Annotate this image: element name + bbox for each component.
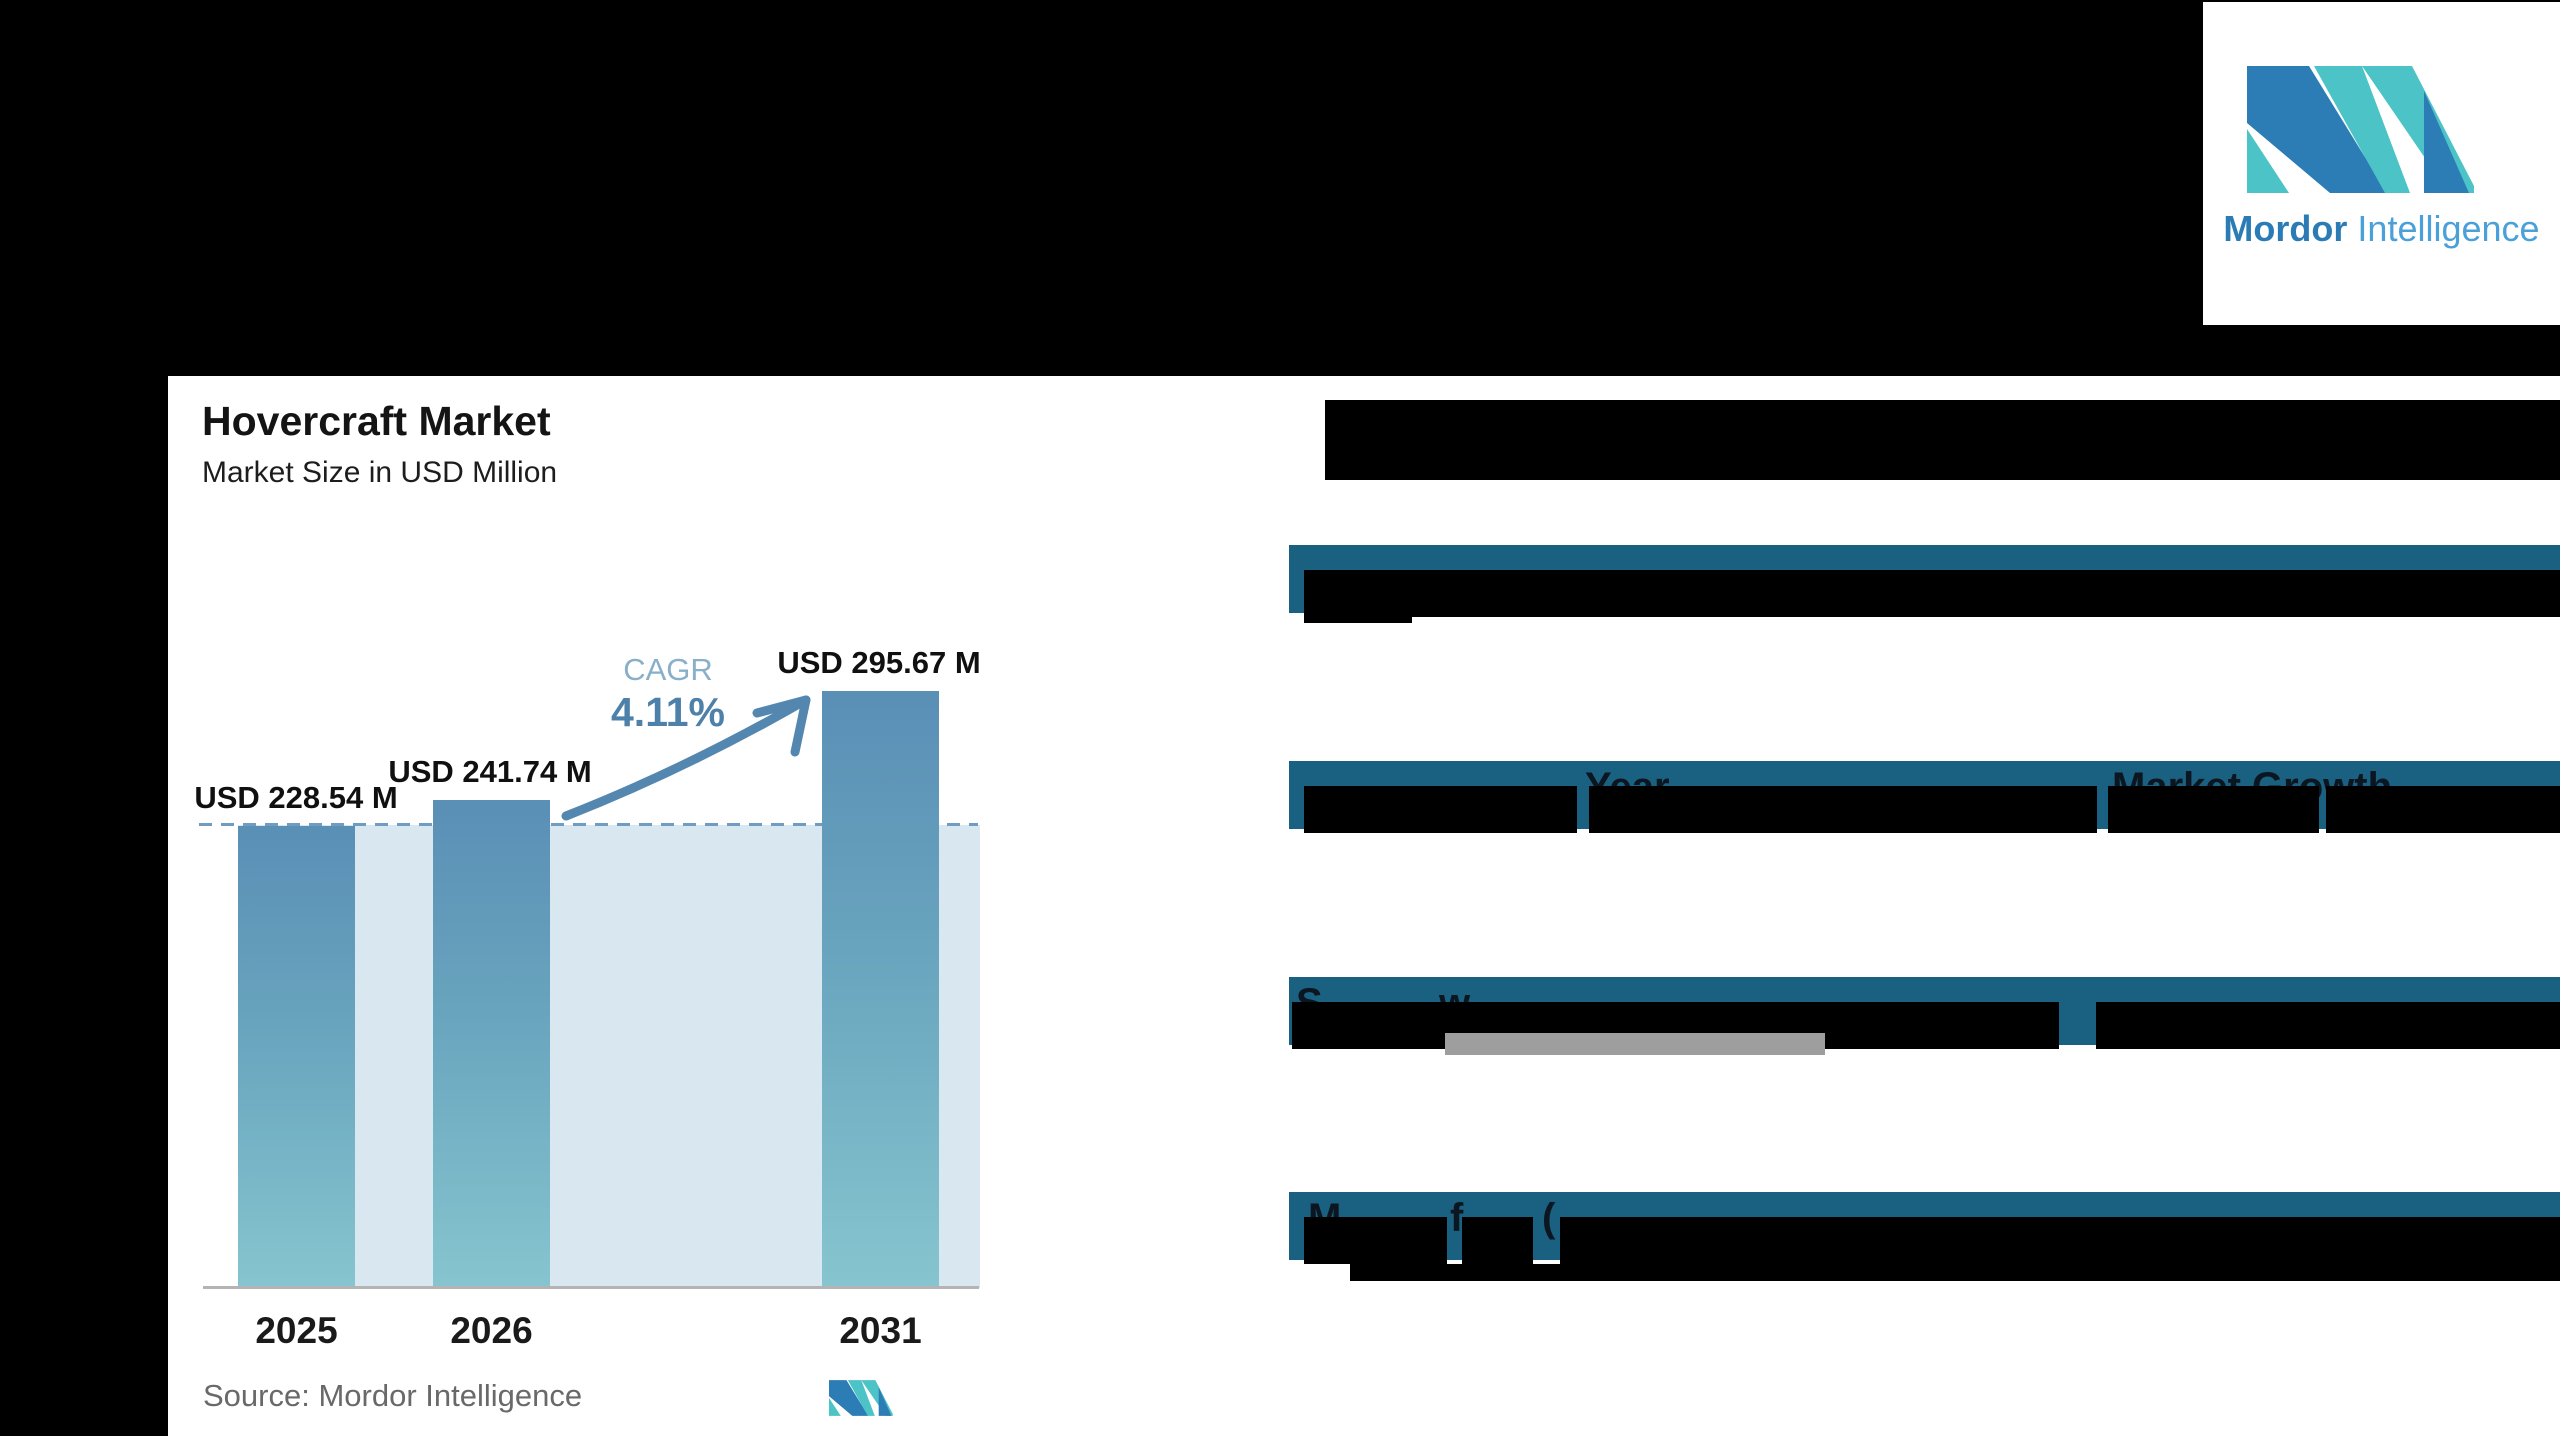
redaction-box xyxy=(1304,786,1577,833)
chart-subtitle: Market Size in USD Million xyxy=(202,456,558,489)
mordor-intelligence-logo-icon xyxy=(2247,66,2474,193)
redaction-box xyxy=(2326,786,2560,833)
logo-wordmark: Mordor Intelligence xyxy=(2203,208,2560,250)
redaction-box xyxy=(1560,1217,2560,1264)
source-label: Source: xyxy=(203,1378,310,1413)
redaction-box xyxy=(1589,786,2097,833)
chart-title: Hovercraft Market xyxy=(202,398,551,444)
snapshot-row-4: M f ( xyxy=(1289,1192,2560,1302)
redaction-box xyxy=(1304,1217,1447,1264)
redacted-heading-block xyxy=(1325,400,2560,480)
cagr-label: CAGR xyxy=(623,652,713,687)
source-note: Source: Mordor Intelligence xyxy=(203,1378,582,1414)
source-value: Mordor Intelligence xyxy=(318,1378,583,1413)
snapshot-row-3: S w xyxy=(1289,977,2560,1087)
redaction-box xyxy=(2108,786,2319,833)
x-axis-line xyxy=(203,1286,979,1289)
text-fragment: ( xyxy=(1542,1196,1556,1240)
baseline-dashed-line xyxy=(199,823,978,826)
logo-brand-bold: Mordor xyxy=(2223,208,2348,249)
bar-2025 xyxy=(238,826,355,1288)
redaction-box xyxy=(2096,1002,2560,1049)
tick-2025: 2025 xyxy=(255,1310,338,1351)
bar-2026 xyxy=(433,800,550,1288)
tick-2031: 2031 xyxy=(839,1310,922,1351)
snapshot-row-2: Year Market Growth xyxy=(1289,761,2560,871)
text-fragment: f xyxy=(1450,1196,1464,1240)
bar-label-2031: USD 295.67 M xyxy=(777,645,981,680)
gray-redaction-box xyxy=(1445,1033,1825,1055)
content-panel: Hovercraft Market Market Size in USD Mil… xyxy=(168,376,2560,1436)
logo-brand-light: Intelligence xyxy=(2357,208,2540,249)
bar-2031 xyxy=(822,691,939,1288)
redaction-box xyxy=(1350,1264,2560,1281)
redaction-box xyxy=(1304,617,1412,623)
redaction-box xyxy=(1462,1217,1533,1264)
source-logo-icon xyxy=(829,1380,893,1416)
snapshot-row-1 xyxy=(1289,545,2560,655)
bar-label-2025: USD 228.54 M xyxy=(194,780,398,815)
cagr-value: 4.11% xyxy=(611,689,725,735)
tick-2026: 2026 xyxy=(450,1310,533,1351)
logo-panel: Mordor Intelligence xyxy=(2203,2,2560,325)
bar-label-2026: USD 241.74 M xyxy=(388,754,592,789)
redaction-box xyxy=(1304,570,2560,617)
